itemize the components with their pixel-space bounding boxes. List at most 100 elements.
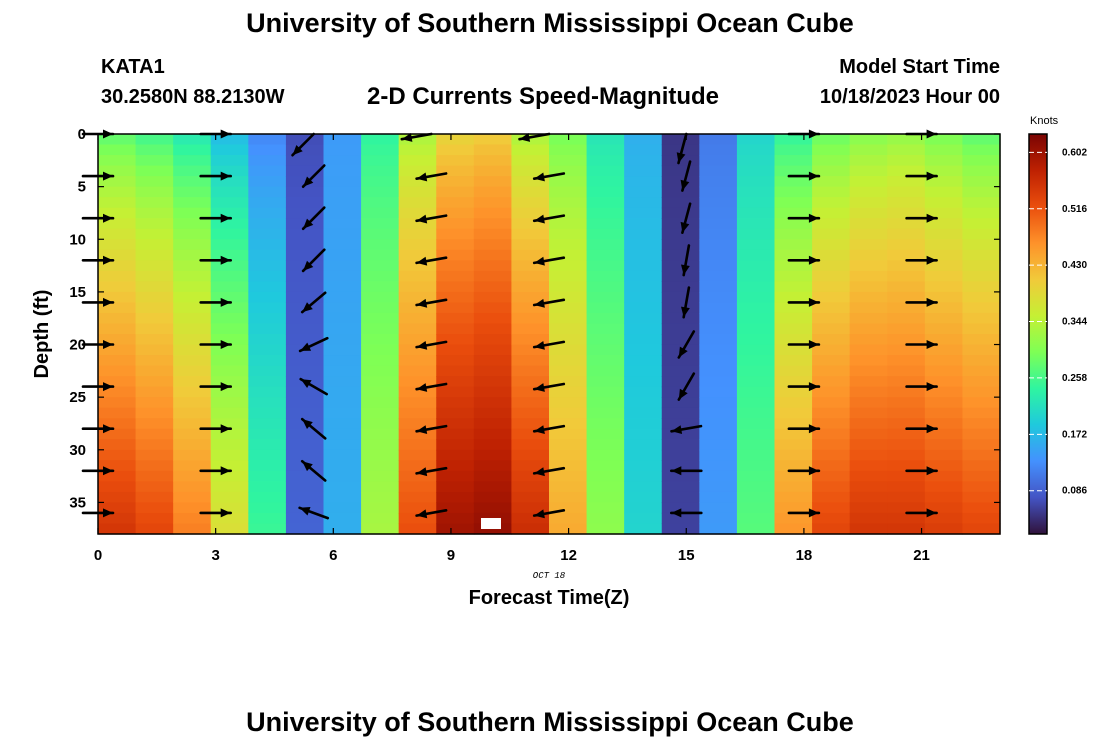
heatmap-cell [924, 302, 964, 314]
heatmap-cell [210, 176, 249, 188]
heatmap-cell [849, 397, 888, 409]
current-vector [905, 382, 938, 392]
heatmap-cell [736, 291, 776, 304]
current-vector [199, 213, 232, 223]
heatmap-cell [361, 344, 400, 356]
heatmap-cell [473, 470, 513, 482]
heatmap-cell [887, 428, 926, 440]
heatmap-cell [924, 334, 964, 346]
heatmap-cell [210, 197, 249, 209]
heatmap-cell [887, 334, 926, 346]
heatmap-cell [135, 418, 174, 430]
current-vector [905, 340, 938, 349]
heatmap-cell [285, 197, 325, 209]
heatmap-cell [173, 439, 212, 451]
heatmap-cell [210, 523, 249, 535]
heatmap-cell [473, 218, 513, 230]
heatmap-cell [661, 365, 700, 377]
heatmap-cell [661, 397, 700, 409]
heatmap-cell [135, 176, 174, 188]
heatmap-cell [924, 407, 964, 419]
heatmap-cell [323, 312, 362, 325]
heatmap-cell [736, 218, 776, 230]
heatmap-cell [135, 155, 174, 167]
heatmap-cell [135, 523, 174, 535]
heatmap-cell [248, 228, 287, 240]
y-tick-label: 20 [69, 337, 86, 354]
heatmap-cell [549, 176, 588, 188]
heatmap-cell [398, 323, 437, 335]
heatmap-cell [436, 344, 475, 356]
heatmap-cell [135, 197, 174, 209]
heatmap-cell [135, 355, 174, 367]
heatmap-cell [398, 449, 437, 461]
heatmap-cell [248, 428, 287, 440]
heatmap-cell [849, 449, 888, 461]
heatmap-cell [586, 355, 625, 367]
heatmap-cell [98, 270, 137, 282]
heatmap-cell [398, 334, 437, 346]
heatmap-cell [285, 449, 325, 461]
heatmap-cell [699, 260, 738, 272]
heatmap-cell [135, 323, 174, 335]
heatmap-cell [436, 428, 475, 440]
heatmap-cell [398, 418, 437, 430]
heatmap-cell [887, 165, 926, 177]
heatmap-cell [812, 491, 851, 504]
current-vector [415, 340, 448, 350]
heatmap-cell [887, 207, 926, 219]
x-tick-label: 6 [329, 547, 337, 564]
heatmap-cell [887, 270, 926, 282]
heatmap-cell [98, 186, 137, 198]
heatmap-cell [586, 144, 625, 156]
heatmap-cell [699, 344, 738, 356]
heatmap-cell [661, 302, 700, 314]
heatmap-cell [285, 491, 325, 504]
current-vector [669, 508, 703, 518]
heatmap-cell [323, 176, 362, 188]
heatmap-cell [511, 207, 550, 219]
heatmap-cell [549, 270, 588, 282]
heatmap-cell [361, 249, 400, 261]
heatmap-cell [962, 197, 1001, 209]
heatmap-cell [962, 365, 1001, 377]
current-vector [787, 297, 821, 307]
heatmap-cell [924, 344, 964, 356]
heatmap-cell [173, 397, 212, 409]
heatmap-cell [173, 344, 212, 356]
heatmap-cell [924, 312, 964, 325]
heatmap-cell [549, 155, 588, 167]
heatmap-cell [812, 239, 851, 251]
heatmap-cell [624, 144, 663, 156]
heatmap-cell [661, 155, 700, 167]
heatmap-cell [511, 291, 550, 304]
heatmap-cell [436, 281, 475, 293]
heatmap-cell [135, 186, 174, 198]
heatmap-cell [962, 239, 1001, 251]
heatmap-cell [549, 165, 588, 177]
heatmap-cell [586, 281, 625, 293]
heatmap-cell [849, 302, 888, 314]
heatmap-cell [285, 334, 325, 346]
heatmap-cell [736, 270, 776, 282]
current-vector [199, 340, 232, 349]
heatmap-cell [398, 502, 437, 514]
heatmap-cell [511, 460, 550, 472]
heatmap-cell [135, 270, 174, 282]
heatmap-cell [887, 134, 926, 146]
heatmap-cell [436, 481, 475, 493]
heatmap-cell [285, 407, 325, 419]
heatmap-cell [323, 239, 362, 251]
heatmap-cell [210, 439, 249, 451]
heatmap-cell [624, 323, 663, 335]
heatmap-cell [699, 207, 738, 219]
heatmap-cell [323, 134, 362, 146]
heatmap-cell [774, 312, 813, 325]
heatmap-cell [736, 365, 776, 377]
heatmap-cell [135, 344, 174, 356]
heatmap-cell [210, 134, 249, 146]
heatmap-cell [962, 481, 1001, 493]
heatmap-cell [511, 228, 550, 240]
heatmap-cell [398, 155, 437, 167]
heatmap-cell [549, 470, 588, 482]
